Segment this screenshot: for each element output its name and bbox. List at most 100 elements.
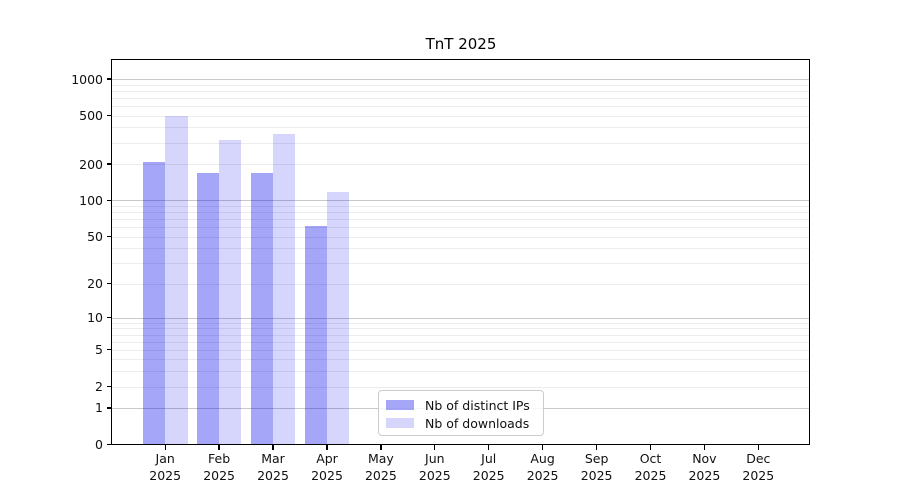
minor-gridline: [112, 97, 810, 99]
y-tick-label: 200: [79, 156, 103, 172]
bar-nb-of-downloads-feb: [219, 140, 242, 445]
x-tick-label: Mar 2025: [241, 451, 305, 484]
major-gridline: [112, 200, 810, 202]
x-tick-month: May: [367, 451, 394, 466]
minor-gridline: [112, 283, 810, 285]
x-tick-month: Mar: [261, 451, 285, 466]
x-tick-mark: [218, 445, 220, 450]
x-tick-label: Nov 2025: [672, 451, 736, 484]
bar-nb-of-distinct-ips-mar: [250, 172, 273, 445]
minor-gridline: [112, 164, 810, 165]
legend-item-downloads: Nb of downloads: [386, 414, 543, 432]
legend-label-distinct-ips: Nb of distinct IPs: [425, 397, 530, 413]
minor-gridline: [112, 349, 810, 351]
bar-nb-of-downloads-mar: [273, 134, 296, 445]
x-tick-mark: [272, 445, 274, 450]
x-tick-label: May 2025: [349, 451, 413, 484]
bar-nb-of-distinct-ips-jan: [142, 162, 165, 445]
minor-gridline: [112, 322, 810, 324]
x-tick-label: Sep 2025: [565, 451, 629, 484]
minor-gridline: [112, 328, 810, 330]
y-tick-label: 20: [87, 276, 103, 291]
x-tick-mark: [703, 445, 706, 450]
y-tick-mark: [107, 385, 112, 388]
x-tick-month: Feb: [208, 451, 231, 466]
y-tick-label: 1000: [71, 71, 103, 87]
y-tick-label: 500: [79, 108, 103, 124]
y-tick-label: 10: [87, 310, 103, 326]
minor-gridline: [112, 386, 810, 388]
legend-swatch-distinct-ips: [386, 400, 414, 410]
y-tick-mark: [107, 282, 112, 285]
y-tick-label: 100: [79, 192, 103, 208]
minor-gridline: [112, 341, 810, 343]
y-tick-label: 1: [95, 400, 103, 416]
x-tick-label: Jan 2025: [133, 451, 197, 484]
x-tick-year: 2025: [742, 467, 775, 483]
x-tick-year: 2025: [203, 467, 235, 483]
x-tick-mark: [488, 445, 490, 450]
minor-gridline: [112, 262, 810, 264]
x-tick-mark: [326, 445, 328, 450]
bar-nb-of-distinct-ips-feb: [196, 173, 219, 445]
x-tick-month: Oct: [639, 451, 662, 466]
x-tick-year: 2025: [634, 467, 667, 483]
minor-gridline: [112, 371, 810, 373]
x-tick-year: 2025: [149, 467, 182, 483]
major-gridline: [112, 317, 810, 319]
minor-gridline: [112, 142, 810, 144]
bar-nb-of-downloads-apr: [327, 191, 350, 445]
x-tick-mark: [164, 445, 166, 450]
minor-gridline: [112, 205, 810, 207]
x-tick-year: 2025: [688, 467, 721, 483]
y-tick-label: 50: [87, 229, 103, 244]
x-tick-year: 2025: [418, 467, 451, 483]
minor-gridline: [112, 84, 810, 86]
minor-gridline: [112, 334, 810, 336]
x-tick-month: Aug: [530, 451, 555, 466]
minor-gridline: [112, 115, 810, 117]
x-tick-label: Oct 2025: [619, 451, 683, 484]
x-tick-mark: [541, 445, 544, 450]
x-tick-month: Nov: [692, 451, 717, 466]
bar-nb-of-distinct-ips-apr: [304, 226, 327, 445]
y-tick-mark: [107, 114, 112, 117]
x-tick-mark: [595, 445, 598, 450]
x-tick-year: 2025: [472, 467, 505, 483]
legend: Nb of distinct IPs Nb of downloads: [378, 390, 544, 436]
x-tick-mark: [434, 445, 436, 450]
minor-gridline: [112, 212, 810, 214]
y-tick-mark: [107, 235, 112, 238]
x-tick-year: 2025: [526, 467, 559, 483]
minor-gridline: [112, 227, 810, 229]
plot-frame: [111, 59, 810, 445]
y-tick-mark: [107, 407, 112, 409]
chart-title: TnT 2025: [425, 35, 497, 53]
y-tick-mark: [107, 443, 112, 446]
x-tick-label: Apr 2025: [295, 451, 359, 484]
legend-label-downloads: Nb of downloads: [425, 415, 530, 431]
x-tick-year: 2025: [364, 467, 397, 483]
x-tick-label: Dec 2025: [726, 451, 790, 484]
minor-gridline: [112, 248, 810, 250]
y-tick-label: 5: [95, 342, 103, 358]
x-tick-label: Jul 2025: [457, 451, 521, 484]
minor-gridline: [112, 219, 810, 220]
x-tick-month: Jan: [155, 451, 175, 466]
legend-item-distinct-ips: Nb of distinct IPs: [386, 396, 543, 414]
y-tick-mark: [107, 199, 112, 202]
x-tick-label: Feb 2025: [187, 451, 251, 484]
minor-gridline: [112, 90, 810, 92]
x-tick-year: 2025: [311, 467, 343, 483]
y-tick-label: 0: [95, 437, 103, 453]
x-tick-year: 2025: [580, 467, 613, 483]
x-tick-mark: [380, 445, 382, 450]
x-tick-label: Aug 2025: [511, 451, 575, 484]
minor-gridline: [112, 106, 810, 107]
y-tick-label: 2: [95, 379, 103, 394]
x-tick-mark: [757, 445, 759, 450]
y-tick-mark: [107, 78, 112, 80]
bar-nb-of-downloads-jan: [165, 115, 188, 445]
minor-gridline: [112, 127, 810, 129]
